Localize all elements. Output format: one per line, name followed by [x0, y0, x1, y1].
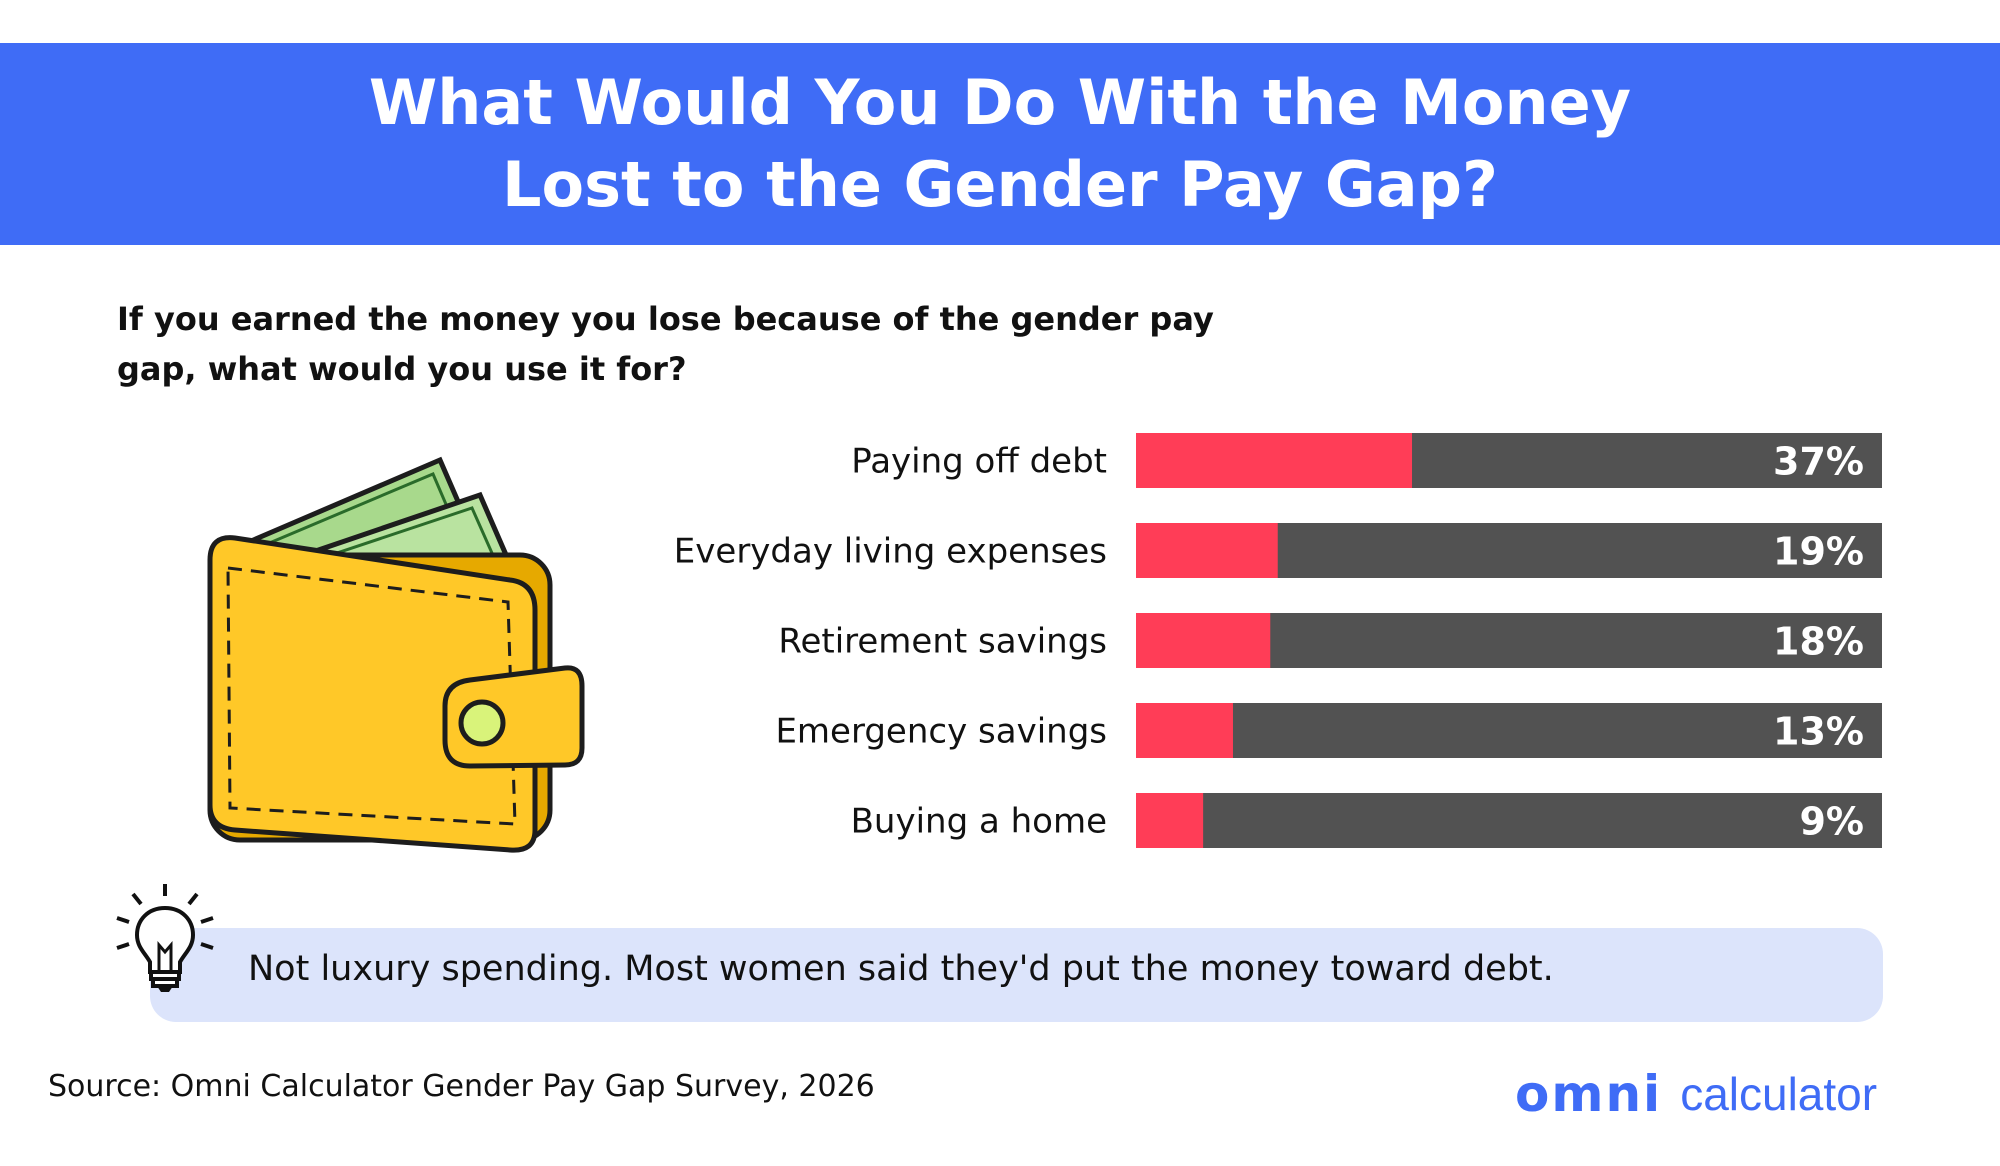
survey-question-line1: If you earned the money you lose because…: [117, 300, 1214, 338]
survey-question-line2: gap, what would you use it for?: [117, 350, 687, 388]
value-label: 19%: [1773, 530, 1864, 574]
omni-calculator-logo: omni calculator: [1515, 1064, 1877, 1124]
title-banner: What Would You Do With the Money Lost to…: [0, 43, 2000, 245]
survey-question: If you earned the money you lose because…: [117, 294, 1267, 394]
category-label: Buying a home: [851, 802, 1107, 842]
bar-track: [1136, 793, 1882, 848]
chart-title-line1: What Would You Do With the Money: [368, 66, 1632, 139]
bar: [1136, 613, 1271, 668]
tip-box: [150, 928, 1883, 1022]
logo-word: omni: [1515, 1065, 1663, 1123]
wallet-illustration: [207, 456, 585, 853]
value-label: 13%: [1773, 710, 1864, 754]
category-label: Everyday living expenses: [674, 532, 1107, 572]
value-label: 18%: [1773, 620, 1864, 664]
tip-text: Not luxury spending. Most women said the…: [248, 949, 1554, 989]
category-label: Retirement savings: [778, 622, 1107, 662]
bar: [1136, 523, 1278, 578]
chart-title-line2: Lost to the Gender Pay Gap?: [502, 148, 1498, 221]
value-label: 37%: [1773, 440, 1864, 484]
category-label: Emergency savings: [775, 712, 1107, 752]
category-label: Paying off debt: [851, 442, 1107, 482]
lightbulb-icon: [116, 884, 214, 992]
source-note: Source: Omni Calculator Gender Pay Gap S…: [48, 1069, 875, 1104]
logo-sub: calculator: [1680, 1068, 1878, 1120]
bar: [1136, 433, 1413, 488]
value-label: 9%: [1799, 800, 1864, 844]
bar: [1136, 793, 1204, 848]
bar-track: [1136, 703, 1882, 758]
bar: [1136, 703, 1233, 758]
